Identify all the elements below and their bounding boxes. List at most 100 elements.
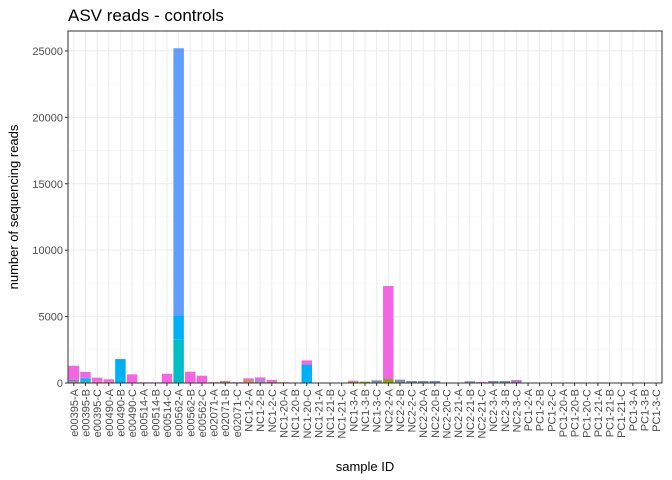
bar-segment <box>254 377 266 381</box>
x-tick-label: NC1-21-A <box>313 388 325 438</box>
x-tick-label: NC1-2-C <box>267 389 279 432</box>
bar-segment <box>301 360 313 365</box>
x-tick-label: e00395-C <box>92 389 104 437</box>
bar-segment <box>185 371 196 383</box>
x-tick-label: e00490-B <box>115 389 127 437</box>
x-tick-label: e00562-A <box>174 388 186 436</box>
bar-segment <box>161 373 173 383</box>
x-tick-label: e00562-C <box>197 389 209 437</box>
y-tick-label: 5000 <box>39 312 63 324</box>
x-tick-label: PC1-20-C <box>581 389 593 438</box>
bar-segment <box>476 381 487 383</box>
bar-segment <box>68 379 80 382</box>
bar-segment <box>80 377 91 379</box>
x-tick-label: PC1-20-B <box>570 389 582 437</box>
major-gridlines <box>68 31 662 384</box>
bar-segment <box>173 315 184 340</box>
x-tick-label: e00490-A <box>104 388 116 436</box>
x-tick-label: e00514-A <box>139 388 151 436</box>
bar-segment <box>429 381 441 383</box>
bar-segment <box>80 380 91 382</box>
bar-segment <box>68 365 80 380</box>
x-tick-label: PC1-20-A <box>558 388 570 437</box>
x-tick-label: NC1-21-B <box>325 389 337 438</box>
x-tick-label: NC2-3-B <box>500 389 512 432</box>
bar-segment <box>68 381 80 383</box>
bar-segment <box>103 379 115 382</box>
y-tick-label: 20000 <box>32 112 63 124</box>
x-tick-label: NC1-3-B <box>360 389 372 432</box>
x-tick-label: NC2-21-A <box>453 388 465 438</box>
x-tick-label: NC2-2-B <box>395 389 407 432</box>
y-tick-label: 10000 <box>32 245 63 257</box>
x-axis-ticks: e00395-A e00395-B e00395-C e00490-A e00490-B… <box>69 383 663 439</box>
bar-segment <box>511 379 522 382</box>
x-tick-label: NC1-2-A <box>244 388 256 431</box>
bar-segment <box>254 380 266 382</box>
bar-segment <box>80 381 91 383</box>
x-tick-label: PC1-21-A <box>593 388 605 437</box>
bar-segment <box>487 381 499 383</box>
x-tick-label: e00395-B <box>80 389 92 437</box>
y-tick-label: 0 <box>57 378 63 390</box>
x-tick-label: NC2-3-C <box>511 389 523 432</box>
bar-segment <box>348 381 359 383</box>
bar-segment <box>394 379 406 383</box>
bar-segment <box>417 381 429 383</box>
bar-segment <box>348 380 359 382</box>
x-tick-label: e02071-B <box>220 389 232 437</box>
x-tick-label: NC1-21-C <box>337 389 349 439</box>
bar-stacks <box>68 48 522 384</box>
x-tick-label: PC1-3-C <box>651 389 663 432</box>
bar-segment <box>103 381 115 383</box>
bar-segment <box>406 381 417 383</box>
y-axis-title: number of sequencing reads <box>6 124 21 289</box>
bar-segment <box>80 371 91 378</box>
bar-segment <box>464 381 476 383</box>
bar-segment <box>371 380 382 383</box>
bar-segment <box>243 380 254 382</box>
bar-segment <box>243 381 254 383</box>
x-tick-label: e00514-C <box>162 389 174 437</box>
x-tick-label: NC2-21-C <box>476 389 488 439</box>
x-tick-label: e00562-B <box>185 389 197 437</box>
x-tick-label: NC2-20-B <box>430 389 442 438</box>
x-tick-label: e00514-B <box>150 389 162 437</box>
bar-segment <box>115 359 126 383</box>
bar-segment <box>266 379 278 382</box>
x-tick-label: PC1-2-A <box>523 388 535 431</box>
x-tick-label: e00490-C <box>127 389 139 437</box>
bar-segment <box>254 381 266 383</box>
y-tick-label: 15000 <box>32 179 63 191</box>
x-tick-label: NC2-2-C <box>407 389 419 432</box>
bar-segment <box>243 378 254 381</box>
x-tick-label: NC2-20-C <box>442 389 454 439</box>
bar-segment <box>219 380 231 382</box>
x-tick-label: NC1-3-C <box>372 389 384 432</box>
bar-segment <box>126 374 138 383</box>
x-tick-label: PC1-3-B <box>640 389 652 431</box>
x-axis-title: sample ID <box>336 459 395 474</box>
y-axis-ticks: 0 5000 10000 15000 20000 25000 <box>32 46 68 390</box>
bar-segment <box>91 377 103 382</box>
chart-title: ASV reads - controls <box>68 6 224 25</box>
bar-segment <box>173 339 184 383</box>
bar-segment <box>91 381 103 383</box>
bar-segment <box>499 381 511 383</box>
bar-segment <box>173 48 184 316</box>
bar-segment <box>219 381 231 383</box>
x-tick-label: NC1-3-A <box>348 388 360 431</box>
bar-segment <box>80 378 91 381</box>
x-tick-label: NC2-2-A <box>383 388 395 431</box>
x-tick-label: NC1-2-B <box>255 389 267 432</box>
x-tick-label: NC2-21-B <box>465 389 477 438</box>
x-tick-label: NC1-20-C <box>302 389 314 439</box>
x-tick-label: e02071-A <box>209 388 221 436</box>
bar-segment <box>383 286 394 380</box>
x-tick-label: NC1-20-B <box>290 389 302 438</box>
x-tick-label: NC2-3-A <box>488 388 500 431</box>
y-tick-label: 25000 <box>32 46 63 58</box>
bar-segment <box>359 381 371 383</box>
bar-segment <box>383 379 394 383</box>
